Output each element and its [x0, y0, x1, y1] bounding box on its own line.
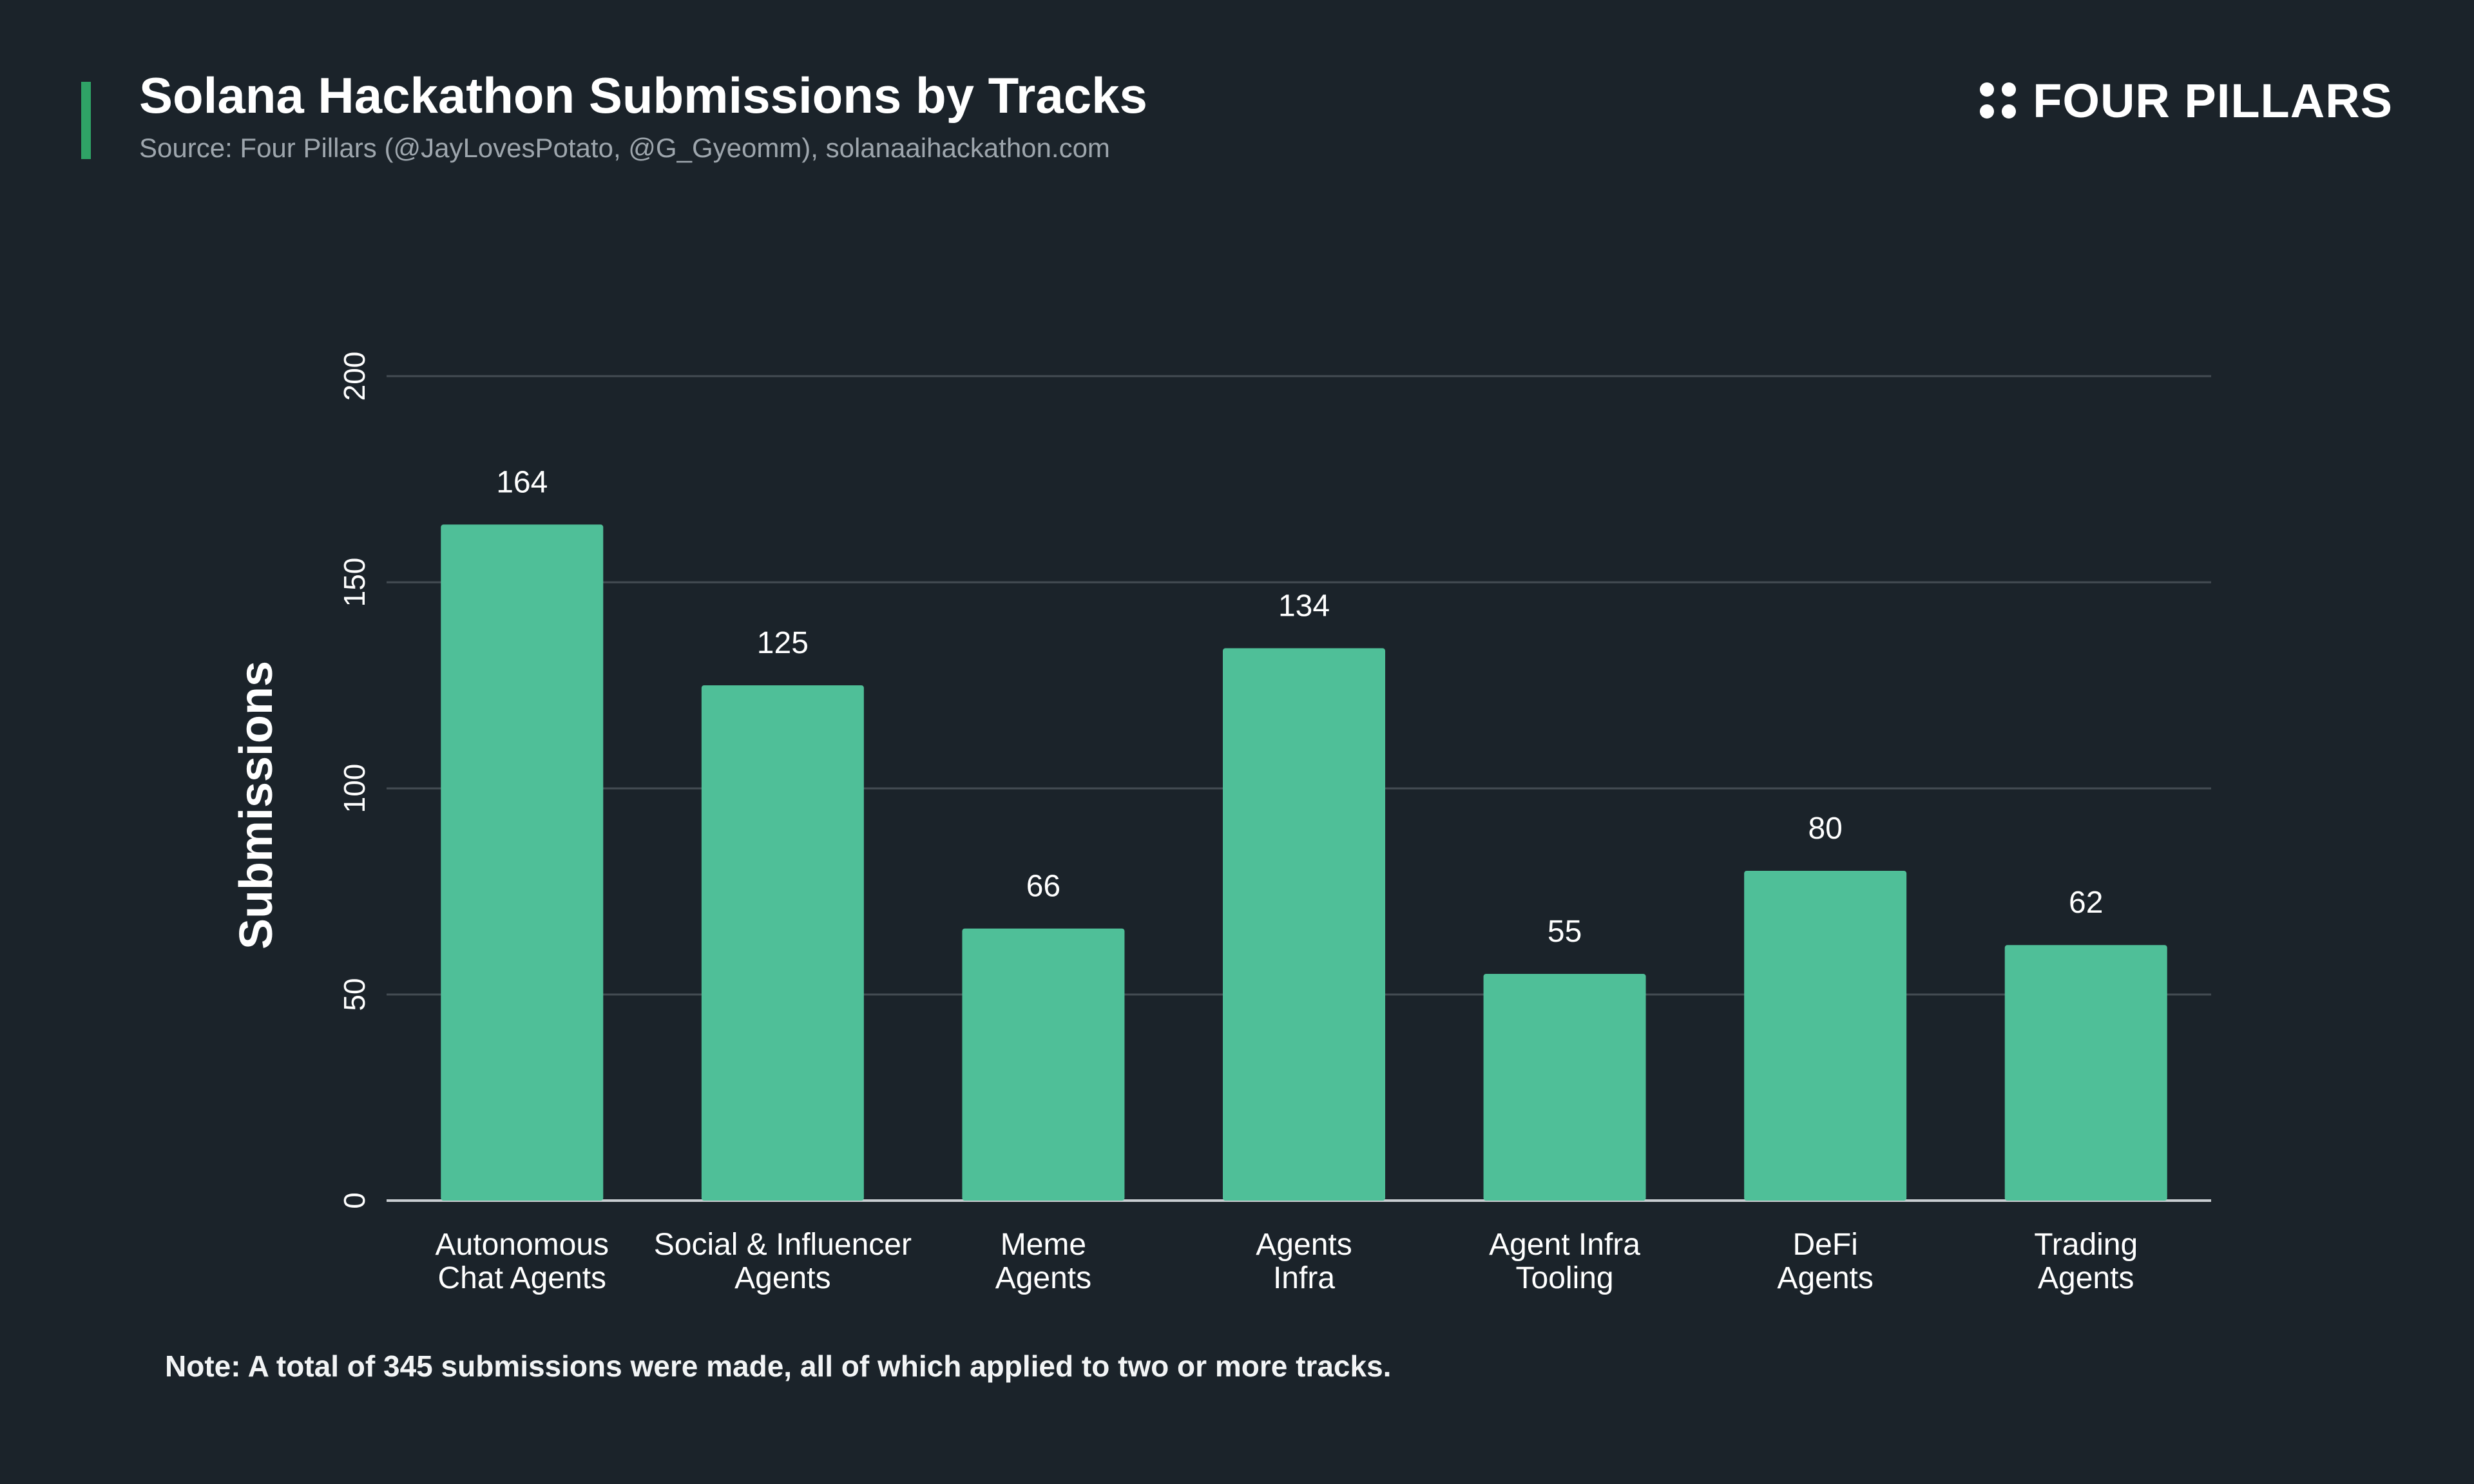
chart-title: Solana Hackathon Submissions by Tracks: [139, 67, 1147, 124]
y-tick-label: 200: [338, 352, 371, 401]
x-tick-label: Infra: [1273, 1261, 1335, 1295]
y-tick-label: 100: [338, 764, 371, 813]
x-tick-label: Meme: [1001, 1228, 1086, 1262]
data-label: 62: [2069, 886, 2103, 920]
bar: [2004, 945, 2167, 1201]
brand-name: FOUR PILLARS: [2033, 73, 2393, 128]
data-label: 164: [496, 465, 548, 499]
x-tick-label: Agents: [1256, 1228, 1352, 1262]
data-label: 134: [1278, 589, 1330, 623]
x-tick-label: Agent Infra: [1489, 1228, 1640, 1262]
data-label: 125: [757, 626, 809, 660]
data-label: 55: [1548, 915, 1582, 949]
y-tick-label: 150: [338, 558, 371, 607]
x-tick-label: DeFi: [1792, 1228, 1857, 1262]
data-label: 80: [1808, 812, 1842, 846]
four-dots-logo-icon: [1980, 82, 2017, 119]
x-tick-label: Trading: [2034, 1228, 2138, 1262]
x-tick-label: Autonomous: [436, 1228, 609, 1262]
bar: [1744, 871, 1907, 1201]
bar: [1223, 648, 1385, 1201]
title-accent-bar: [81, 82, 91, 159]
x-tick-label: Agents: [2038, 1261, 2134, 1295]
x-tick-label: Social & Influencer: [654, 1228, 912, 1262]
data-label: 66: [1026, 870, 1060, 904]
y-tick-label: 50: [338, 978, 371, 1011]
y-tick-labels: 0 50 100 150 200: [338, 352, 371, 1209]
y-axis-label: Submissions: [231, 661, 282, 949]
footnote: Note: A total of 345 submissions were ma…: [165, 1349, 1392, 1383]
bar: [962, 928, 1125, 1201]
x-tick-label: Agents: [1777, 1261, 1873, 1295]
data-labels: 164 125 66 134 55 80 62: [496, 465, 2103, 949]
bars: [441, 524, 2167, 1201]
x-tick-label: Agents: [734, 1261, 830, 1295]
x-tick-label: Chat Agents: [438, 1261, 607, 1295]
x-tick-label: Tooling: [1516, 1261, 1614, 1295]
bar: [701, 685, 864, 1201]
bar: [441, 524, 604, 1201]
bar: [1483, 974, 1646, 1201]
chart-source: Source: Four Pillars (@JayLovesPotato, @…: [139, 133, 1110, 163]
brand-logo: FOUR PILLARS: [1980, 70, 2393, 131]
x-tick-label: Agents: [995, 1261, 1091, 1295]
y-tick-label: 0: [338, 1192, 371, 1209]
